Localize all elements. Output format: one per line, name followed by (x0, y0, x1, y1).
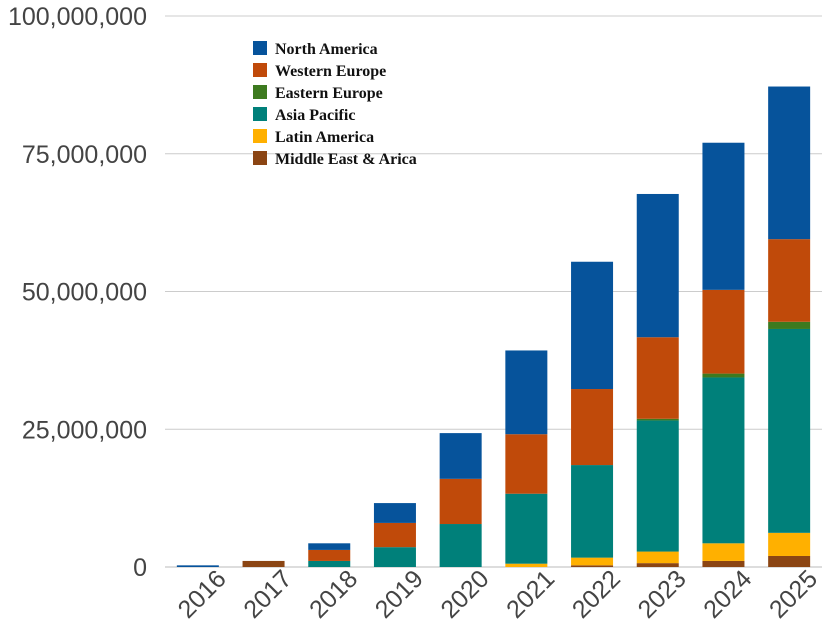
bar-2018-asia-pacific (308, 560, 351, 567)
bar-2025-eastern-europe (768, 321, 811, 329)
bars (176, 86, 811, 567)
bar-2024-western-europe (702, 289, 745, 374)
x-tick-label: 2020 (435, 565, 494, 624)
legend-swatch (253, 107, 267, 121)
x-tick-label: 2018 (304, 565, 363, 624)
bar-2025-middle-east-arica (768, 555, 811, 567)
bar-2023-eastern-europe (636, 418, 679, 421)
y-tick-label: 0 (133, 554, 147, 582)
bar-2019-north-america (373, 503, 416, 523)
y-tick-label: 100,000,000 (8, 3, 147, 31)
legend-swatch (253, 129, 267, 143)
legend-label: Western Europe (275, 63, 386, 80)
bar-2025-asia-pacific (768, 328, 811, 533)
x-tick-label: 2024 (698, 565, 757, 624)
bar-2018-western-europe (308, 549, 351, 561)
legend-swatch (253, 41, 267, 55)
bar-2019-asia-pacific (373, 547, 416, 567)
bar-2020-north-america (439, 433, 482, 479)
x-tick-label: 2025 (764, 565, 822, 624)
bar-2019-western-europe (373, 522, 416, 548)
bar-2016-north-america (176, 565, 219, 567)
legend-swatch (253, 85, 267, 99)
legend-swatch (253, 151, 267, 165)
bar-2021-latin-america (505, 563, 548, 567)
bar-2024-latin-america (702, 543, 745, 561)
bar-2018-north-america (308, 543, 351, 550)
bar-2024-north-america (702, 142, 745, 290)
legend-label: Latin America (275, 129, 374, 146)
bar-2025-western-europe (768, 239, 811, 322)
bar-2023-middle-east-arica (636, 563, 679, 567)
bar-2017-middle-east-arica (242, 560, 285, 567)
bar-2024-eastern-europe (702, 373, 745, 378)
bar-2023-western-europe (636, 337, 679, 419)
y-tick-label: 50,000,000 (22, 279, 147, 307)
bar-2020-asia-pacific (439, 524, 482, 567)
bar-2023-latin-america (636, 551, 679, 564)
y-tick-label: 75,000,000 (22, 141, 147, 169)
y-axis: 0 25,000,000 50,000,000 75,000,000 100,000,0… (8, 3, 147, 582)
bar-2022-latin-america (571, 557, 614, 566)
legend-label: Eastern Europe (275, 85, 383, 102)
bar-2025-latin-america (768, 532, 811, 556)
bar-2023-north-america (636, 193, 679, 338)
bar-2024-asia-pacific (702, 377, 745, 544)
bar-2022-north-america (571, 261, 614, 390)
x-axis: 2016 2017 2018 2019 2020 2021 2022 2023 2024 2025 (173, 565, 822, 624)
legend-label: Asia Pacific (275, 107, 355, 124)
x-tick-label: 2022 (567, 565, 626, 624)
x-tick-label: 2016 (173, 565, 232, 624)
legend: North America Western Europe Eastern Europ… (253, 41, 417, 168)
legend-swatch (253, 63, 267, 77)
bar-2025-north-america (768, 86, 811, 240)
bar-2020-western-europe (439, 478, 482, 525)
bar-2021-north-america (505, 350, 548, 435)
legend-label: Middle East & Arica (275, 151, 417, 168)
legend-label: North America (275, 41, 378, 58)
x-tick-label: 2017 (238, 565, 297, 624)
x-tick-label: 2021 (501, 565, 560, 624)
bar-2023-asia-pacific (636, 420, 679, 552)
bar-2024-middle-east-arica (702, 560, 745, 567)
bar-2022-middle-east-arica (571, 565, 614, 567)
y-tick-label: 25,000,000 (22, 416, 147, 444)
bar-2022-asia-pacific (571, 465, 614, 558)
x-tick-label: 2019 (370, 565, 429, 624)
bar-2021-asia-pacific (505, 493, 548, 564)
bar-2022-western-europe (571, 389, 614, 466)
bar-2021-western-europe (505, 434, 548, 494)
x-tick-label: 2023 (633, 565, 692, 624)
